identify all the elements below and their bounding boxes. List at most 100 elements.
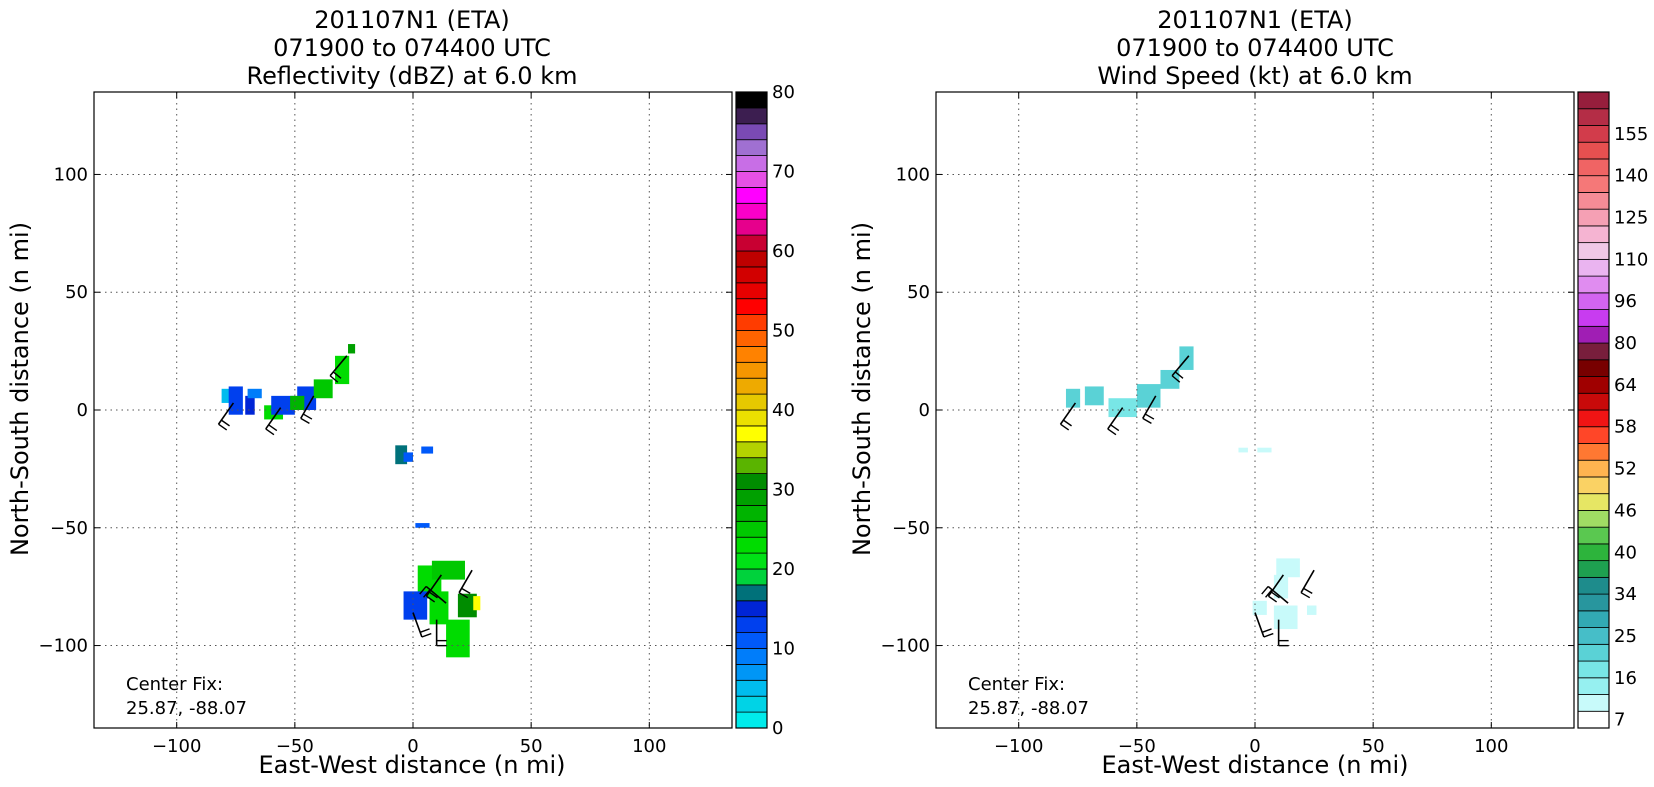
colorbar-tick-label: 96	[1614, 291, 1637, 312]
colorbar-segment	[1577, 560, 1610, 578]
center-fix-value: 25.87, -88.07	[126, 698, 247, 719]
center-fix-label: Center Fix:	[968, 674, 1065, 695]
echo-cell	[1273, 605, 1298, 630]
echo-cell	[1252, 600, 1267, 615]
wind-barb-flag	[423, 589, 431, 598]
colorbar-segment	[1577, 292, 1610, 310]
wind-barb-staff	[1059, 402, 1077, 425]
colorbar-segment	[735, 123, 768, 141]
colorbar-tick-label: 46	[1614, 500, 1637, 521]
windspeed-colorbar: 7 16 25 34 40 46 52 58 64 80 96 110 125 140 155	[1577, 91, 1648, 731]
wind-barb-flag	[1060, 423, 1070, 431]
colorbar-segment	[735, 218, 768, 236]
wind-barb-staff	[458, 569, 473, 594]
wind-barb	[265, 407, 282, 436]
echo-cell	[446, 619, 470, 658]
colorbar-segment	[735, 648, 768, 665]
reflectivity-plot-area: −100 −50 0 50 100 −100 −50 0 50 100	[39, 91, 733, 757]
x-tick-label: 100	[1474, 736, 1508, 757]
wind-barb-flag	[1142, 417, 1152, 424]
wind-barb	[412, 612, 432, 638]
echo-cell	[1238, 447, 1248, 453]
y-tick-label: 50	[907, 282, 930, 303]
echo-cell	[228, 386, 243, 415]
wind-barb-staff	[265, 407, 282, 430]
y-tick-label: 0	[77, 400, 88, 421]
wind-barb-staff	[425, 585, 447, 604]
wind-barb-flag	[265, 428, 275, 436]
panel-title-line-3: Reflectivity (dBZ) at 6.0 km	[247, 62, 578, 90]
colorbar-segment	[735, 425, 768, 443]
colorbar-segment	[735, 584, 768, 602]
wind-barb-flag	[1268, 595, 1278, 603]
colorbar-segment	[1577, 125, 1610, 143]
wind-barb-flag	[1174, 371, 1184, 379]
colorbar-segment	[735, 504, 768, 522]
colorbar-segment	[735, 473, 768, 490]
wind-barb	[458, 569, 473, 599]
colorbar-tick-label: 80	[1614, 333, 1637, 354]
wind-barb	[329, 355, 348, 383]
y-tick-label: −100	[881, 636, 930, 657]
x-axis-label: East-West distance (n mi)	[1101, 751, 1408, 779]
colorbar-segment	[1577, 643, 1610, 662]
wind-barb-flag	[218, 423, 228, 431]
echo-cell	[1273, 574, 1289, 599]
reflectivity-colorbar: 0 10 20 30 40 50 60 70 80	[735, 82, 795, 739]
colorbar-tick-label: 155	[1614, 124, 1648, 145]
colorbar-tick-label: 25	[1614, 626, 1637, 647]
wind-barb-flag	[300, 417, 310, 424]
colorbar-segment	[735, 457, 768, 475]
colorbar-tick-label: 110	[1614, 249, 1648, 270]
echo-cell	[1065, 388, 1081, 408]
wind-barb-flag	[426, 595, 436, 603]
echo-cell	[473, 596, 481, 611]
colorbar-segment	[735, 139, 768, 156]
wind-barb-flag	[1144, 413, 1155, 420]
colorbar-segment	[1577, 526, 1610, 545]
wind-barb-staff	[1254, 612, 1265, 638]
wind-barb-flag	[1062, 419, 1072, 427]
colorbar-tick-label: 58	[1614, 417, 1637, 438]
wind-barb	[1267, 574, 1285, 603]
colorbar-segment	[1577, 158, 1610, 177]
colorbar-frame	[735, 91, 768, 729]
colorbar-segment	[1577, 208, 1610, 227]
colorbar-segment	[735, 441, 768, 459]
colorbar-segment	[735, 393, 768, 411]
colorbar-segment	[1577, 443, 1610, 461]
wind-barb-flag	[1300, 592, 1311, 599]
x-tick-label: 100	[632, 736, 666, 757]
wind-barb-flag	[419, 628, 430, 633]
x-tick-label: 50	[520, 736, 543, 757]
wind-barb-flag	[1270, 591, 1280, 599]
windspeed-panel: 201107N1 (ETA) 071900 to 074400 UTC Wind…	[848, 6, 1648, 779]
colorbar-segment	[735, 695, 768, 713]
colorbar-segment	[1577, 359, 1610, 377]
wind-barb	[1107, 407, 1124, 436]
colorbar-segment	[735, 520, 768, 538]
y-axis-label: North-South distance (n mi)	[6, 222, 34, 556]
colorbar-tick-label: 64	[1614, 375, 1637, 396]
wind-barb-flag	[428, 591, 438, 599]
wind-barb-flag	[1261, 585, 1269, 595]
colorbar-segment	[735, 552, 768, 570]
echo-cell	[335, 355, 350, 385]
colorbar-segment	[1577, 576, 1610, 595]
echo-cell	[1257, 447, 1272, 453]
x-tick-label: −100	[994, 736, 1043, 757]
panel-title-line-1: 201107N1 (ETA)	[314, 6, 510, 34]
colorbar-segment	[1577, 258, 1610, 277]
colorbar-segment	[1577, 543, 1610, 562]
colorbar-tick-label: 60	[772, 241, 795, 262]
reflectivity-panel: 201107N1 (ETA) 071900 to 074400 UTC Refl…	[6, 6, 795, 779]
colorbar-segment	[735, 91, 768, 109]
panel-title-line-3: Wind Speed (kt) at 6.0 km	[1097, 62, 1412, 90]
colorbar-segment	[735, 314, 768, 331]
wind-barb-staff	[1300, 569, 1315, 594]
wind-barb-staff	[1267, 585, 1289, 604]
echo-cell	[421, 446, 434, 454]
echo-cell	[1276, 558, 1300, 578]
colorbar-tick-label: 30	[772, 480, 795, 501]
colorbar-tick-label: 16	[1614, 668, 1637, 689]
